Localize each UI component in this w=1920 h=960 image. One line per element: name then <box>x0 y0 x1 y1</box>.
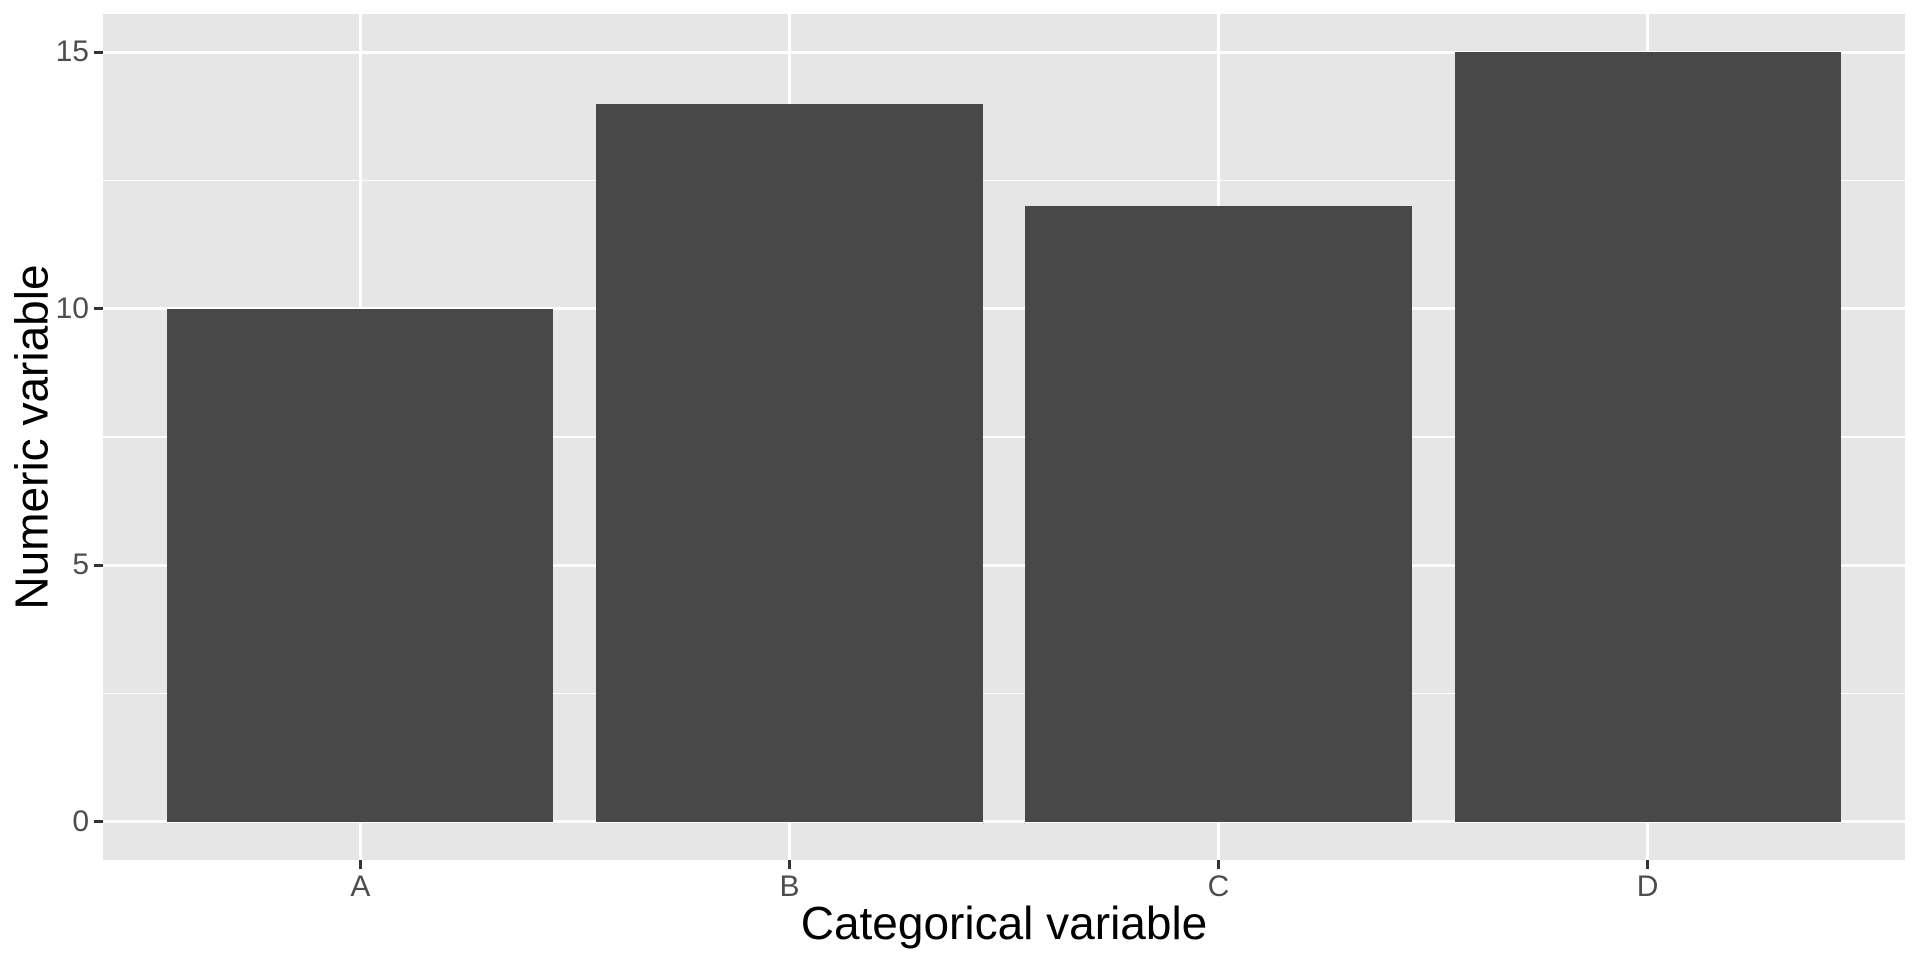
bar-A <box>167 308 554 822</box>
y-tick-label: 0 <box>72 804 89 838</box>
y-axis-title-box: Numeric variable <box>4 14 60 860</box>
gridline-minor-y <box>103 692 1905 695</box>
y-tick-label: 15 <box>55 35 89 69</box>
x-tick-label: D <box>1636 870 1659 903</box>
y-tick-mark <box>94 563 103 567</box>
y-tick-label: 10 <box>55 291 89 325</box>
x-tick-label: B <box>779 870 800 903</box>
x-axis-title: Categorical variable <box>800 897 1208 949</box>
x-tick-mark <box>1217 860 1221 869</box>
x-tick-mark <box>1646 860 1650 869</box>
y-axis-title: Numeric variable <box>6 264 58 610</box>
gridline-major-y <box>103 50 1905 54</box>
gridline-major-y <box>103 820 1905 824</box>
x-tick-mark <box>358 860 362 869</box>
gridline-major-y <box>103 563 1905 567</box>
plot-panel <box>103 14 1905 860</box>
bar-B <box>596 103 983 822</box>
bar-D <box>1454 52 1841 822</box>
bar-C <box>1025 206 1412 822</box>
gridline-minor-y <box>103 436 1905 438</box>
gridline-major-y <box>103 307 1905 311</box>
y-tick-mark <box>94 820 103 824</box>
y-tick-mark <box>94 307 103 311</box>
x-tick-mark <box>787 860 791 869</box>
y-tick-label: 5 <box>72 548 89 582</box>
x-tick-label: C <box>1207 870 1230 903</box>
x-tick-label: A <box>350 870 371 903</box>
gridline-minor-y <box>103 179 1905 182</box>
y-tick-mark <box>94 50 103 54</box>
